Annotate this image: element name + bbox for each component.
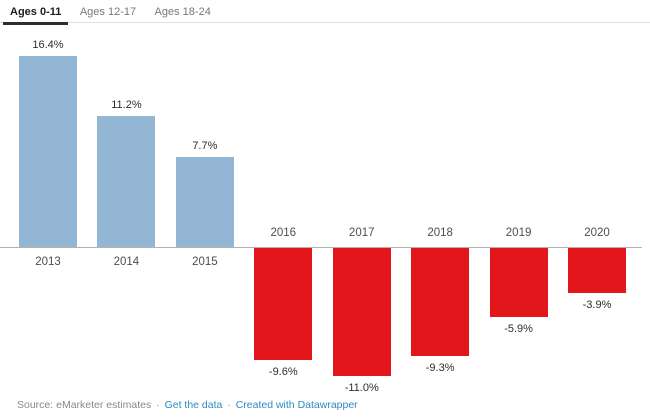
value-label-2019: -5.9% [504,323,533,335]
tab-ages-18-24[interactable]: Ages 18-24 [154,6,211,18]
tab-ages-12-17[interactable]: Ages 12-17 [79,6,137,18]
category-label-2017: 2017 [348,227,375,239]
bar-2019 [489,248,548,317]
category-label-2016: 2016 [270,227,297,239]
chart-footer: Source: eMarketer estimates · Get the da… [17,399,358,411]
bar-2018 [411,248,470,356]
value-label-2016: -9.6% [268,366,298,378]
bar-2016 [254,248,313,360]
value-label-2018: -9.3% [425,362,455,374]
tab-ages-0-11[interactable]: Ages 0-11 [3,0,69,25]
bar-2017 [332,248,391,376]
value-label-2014: 11.2% [111,99,142,111]
footer-separator: · [227,399,231,411]
tab-bar: Ages 0-11 Ages 12-17 Ages 18-24 [0,0,650,25]
source-text: Source: eMarketer estimates [17,399,152,411]
value-label-2013: 16.4% [32,39,64,51]
bar-2015 [175,157,234,247]
footer-separator: · [156,399,160,411]
bar-2020 [568,248,626,293]
bar-2013 [19,56,77,247]
get-the-data-link[interactable]: Get the data [164,399,223,411]
bar-2014 [97,116,156,247]
value-label-2017: -11.0% [344,382,379,394]
value-label-2015: 7.7% [192,140,218,152]
category-label-2020: 2020 [584,227,610,239]
category-label-2015: 2015 [192,256,218,268]
zero-axis-line [0,247,642,248]
category-label-2018: 2018 [427,227,453,239]
value-label-2020: -3.9% [582,299,612,311]
category-label-2014: 2014 [113,256,140,268]
category-label-2013: 2013 [35,256,61,268]
category-label-2019: 2019 [505,227,532,239]
created-with-datawrapper-link[interactable]: Created with Datawrapper [235,399,358,411]
bar-chart: 16.4% 2013 11.2% 2014 7.7% 2015 -9.6% 2016 -11.0… [0,23,650,395]
